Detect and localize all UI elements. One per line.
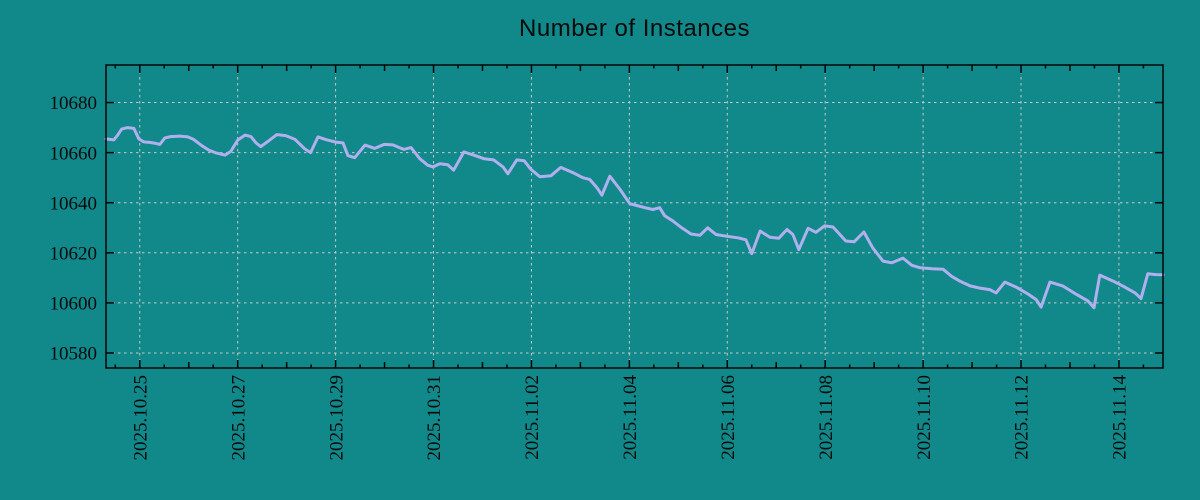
svg-text:2025.10.27: 2025.10.27 [228, 375, 249, 461]
svg-text:2025.11.04: 2025.11.04 [620, 375, 641, 460]
x-tick-labels: 2025.10.25 2025.10.27 2025.10.29 2025.10.31… [130, 375, 1130, 461]
gridlines [106, 65, 1163, 368]
svg-text:10680: 10680 [50, 93, 98, 114]
svg-text:2025.11.12: 2025.11.12 [1012, 375, 1033, 460]
svg-text:2025.11.08: 2025.11.08 [816, 375, 837, 460]
svg-text:2025.10.29: 2025.10.29 [326, 375, 347, 461]
svg-text:2025.11.06: 2025.11.06 [718, 375, 739, 460]
svg-text:10640: 10640 [50, 193, 98, 214]
plot-area [106, 65, 1163, 368]
svg-text:2025.10.25: 2025.10.25 [130, 375, 151, 461]
plot-border [105, 64, 1164, 369]
svg-text:2025.11.10: 2025.11.10 [914, 375, 935, 460]
y-tick-labels: 10580 10600 10620 10640 10660 10680 [50, 93, 98, 364]
svg-text:10600: 10600 [50, 294, 98, 315]
svg-text:10580: 10580 [50, 344, 98, 365]
svg-text:2025.10.31: 2025.10.31 [424, 375, 445, 461]
svg-text:2025.11.02: 2025.11.02 [522, 375, 543, 460]
svg-text:10620: 10620 [50, 243, 98, 264]
chart-title: Number of Instances [519, 15, 750, 42]
svg-text:10660: 10660 [50, 143, 98, 164]
series-line [104, 126, 1165, 310]
svg-text:2025.11.14: 2025.11.14 [1110, 375, 1131, 460]
